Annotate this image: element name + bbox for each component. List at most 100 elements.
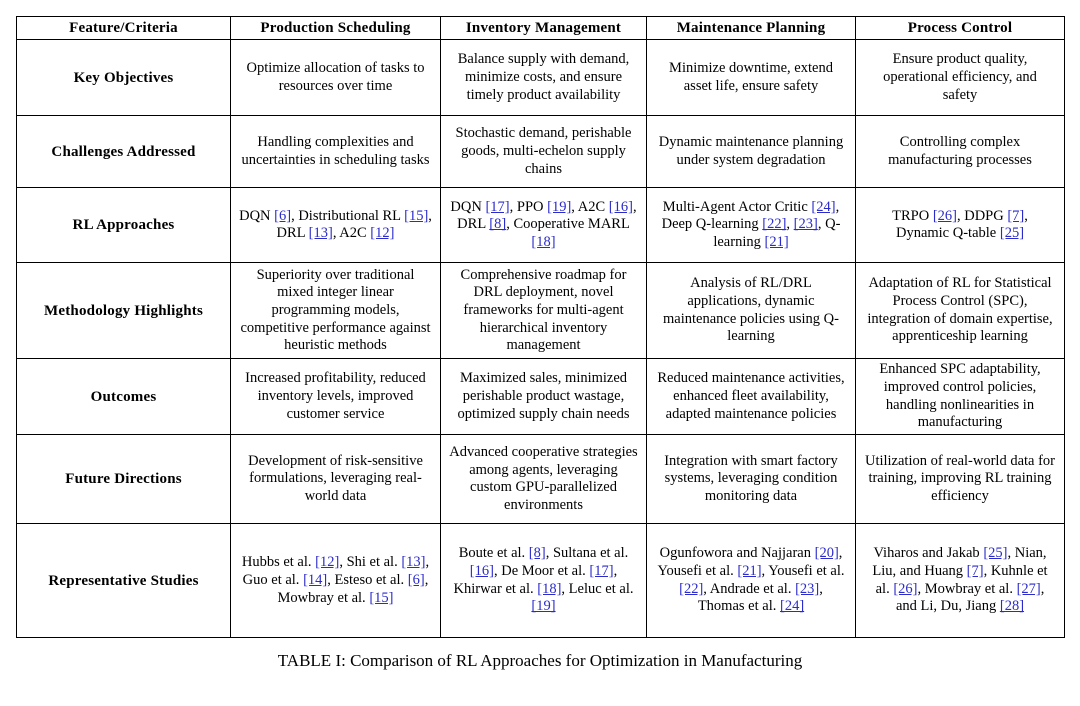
citation-link[interactable]: [18]: [531, 234, 556, 251]
table-cell: Stochastic demand, perishable goods, mul…: [440, 115, 647, 189]
citation-link[interactable]: [17]: [589, 563, 614, 580]
cell-text: , Guo et al.: [242, 554, 430, 588]
table-cell: Optimize allocation of tasks to resource…: [230, 39, 441, 117]
citation-link[interactable]: [28]: [999, 598, 1025, 615]
cell-text: , DRL: [276, 207, 432, 242]
table-row: Future Directions Development of risk-sen…: [16, 434, 1065, 525]
table-cell: Enhanced SPC adaptability, improved cont…: [855, 358, 1065, 436]
row-header: Outcomes: [16, 358, 231, 436]
cell-text: Controlling complex manufacturing proces…: [888, 134, 1032, 168]
cell-text: Utilization of real-world data for train…: [864, 452, 1056, 505]
column-header: Feature/Criteria: [16, 15, 231, 41]
cell-text: , Distributional RL: [291, 207, 405, 224]
citation-link[interactable]: [21]: [737, 563, 762, 580]
cell-text: Superiority over traditional mixed integ…: [240, 266, 431, 354]
cell-text: Maximized sales, minimized perishable pr…: [457, 370, 630, 422]
comparison-table: Feature/Criteria Production Scheduling Inv…: [16, 15, 1065, 639]
table-caption: TABLE I: Comparison of RL Approaches for…: [277, 651, 803, 671]
citation-link[interactable]: [22]: [679, 580, 704, 597]
column-header: Maintenance Planning: [646, 15, 856, 41]
cell-text: , Mowbray et al.: [917, 580, 1017, 597]
citation-link[interactable]: [15]: [369, 589, 394, 606]
citation-link[interactable]: [19]: [547, 198, 572, 215]
cell-text: , DRL: [457, 198, 637, 233]
table-row: Challenges Addressed Handling complexitie…: [16, 115, 1065, 189]
citation-link[interactable]: [13]: [308, 225, 333, 242]
cell-text: , De Moor et al.: [493, 563, 590, 580]
table-cell: Analysis of RL/DRL applications, dynamic…: [646, 262, 856, 360]
table-cell: Hubbs et al. [12], Shi et al. [13], Guo …: [230, 523, 441, 639]
table-cell: Superiority over traditional mixed integ…: [230, 262, 441, 360]
cell-text: , Khirwar et al.: [453, 563, 618, 597]
cell-text: , Kuhnle et al.: [875, 563, 1048, 597]
row-header: RL Approaches: [16, 187, 231, 264]
table-cell: Viharos and Jakab [25], Nian, Liu, and H…: [855, 523, 1065, 639]
citation-link[interactable]: [27]: [1016, 580, 1041, 597]
cell-text: , Yousefi et al.: [761, 563, 845, 580]
table-cell: Increased profitability, reduced invento…: [230, 358, 441, 436]
cell-text: , and Li, Du, Jiang: [895, 580, 1045, 615]
cell-text: ,: [786, 216, 794, 233]
citation-link[interactable]: [16]: [608, 198, 633, 215]
cell-text: Integration with smart factory systems, …: [664, 452, 838, 505]
citation-link[interactable]: [22]: [762, 216, 787, 233]
cell-text: , A2C: [571, 198, 609, 215]
cell-text: DQN: [450, 198, 486, 215]
cell-text: , Nian, Liu, and Huang: [872, 545, 1047, 580]
cell-text: , Q-learning: [713, 216, 841, 251]
table-cell: Ogunfowora and Najjaran [20], Yousefi et…: [646, 523, 856, 639]
citation-link[interactable]: [8]: [489, 216, 507, 233]
cell-text: Multi-Agent Actor Critic: [662, 198, 812, 215]
cell-text: Increased profitability, reduced invento…: [245, 370, 426, 422]
citation-link[interactable]: [6]: [274, 207, 292, 224]
cell-text: , Dynamic Q-table: [895, 207, 1028, 242]
cell-text: , Cooperative MARL: [506, 216, 630, 233]
cell-text: , Leluc et al.: [561, 580, 634, 597]
cell-text: Advanced cooperative strategies among ag…: [449, 443, 638, 513]
table-cell: Development of risk-sensitive formulatio…: [230, 434, 441, 525]
citation-link[interactable]: [21]: [764, 234, 789, 251]
citation-link[interactable]: [25]: [983, 545, 1008, 562]
cell-text: DQN: [239, 207, 275, 224]
cell-text: , Yousefi et al.: [657, 545, 843, 580]
citation-link[interactable]: [8]: [528, 545, 546, 562]
citation-link[interactable]: [7]: [966, 563, 984, 580]
table-cell: Utilization of real-world data for train…: [855, 434, 1065, 525]
table-cell: Handling complexities and uncertainties …: [230, 115, 441, 189]
cell-text: , Mowbray et al.: [277, 571, 429, 606]
citation-link[interactable]: [25]: [999, 225, 1025, 242]
citation-link[interactable]: [7]: [1007, 207, 1025, 224]
table-row: Representative Studies Hubbs et al. [12],…: [16, 523, 1065, 639]
citation-link[interactable]: [19]: [531, 598, 556, 615]
citation-link[interactable]: [12]: [370, 225, 395, 242]
table-row: Outcomes Increased profitability, reduced…: [16, 358, 1065, 436]
citation-link[interactable]: [23]: [793, 216, 818, 233]
citation-link[interactable]: [13]: [401, 554, 426, 571]
citation-link[interactable]: [26]: [932, 207, 957, 224]
table-cell: Minimize downtime, extend asset life, en…: [646, 39, 856, 117]
citation-link[interactable]: [6]: [407, 571, 425, 588]
citation-link[interactable]: [14]: [303, 571, 328, 588]
table-cell: TRPO [26], DDPG [7], Dynamic Q-table [25…: [855, 187, 1065, 264]
citation-link[interactable]: [16]: [469, 563, 494, 580]
table-cell: Integration with smart factory systems, …: [646, 434, 856, 525]
citation-link[interactable]: [12]: [315, 554, 340, 571]
header-row: Feature/Criteria Production Scheduling Inv…: [16, 15, 1065, 41]
citation-link[interactable]: [15]: [404, 207, 429, 224]
citation-link[interactable]: [23]: [795, 580, 820, 597]
cell-text: TRPO: [892, 207, 933, 224]
citation-link[interactable]: [24]: [779, 598, 805, 615]
table-cell: Comprehensive roadmap for DRL deployment…: [440, 262, 647, 360]
citation-link[interactable]: [26]: [893, 580, 918, 597]
column-header: Inventory Management: [440, 15, 647, 41]
citation-link[interactable]: [20]: [814, 545, 839, 562]
citation-link[interactable]: [24]: [811, 198, 836, 215]
cell-text: Development of risk-sensitive formulatio…: [248, 452, 423, 505]
citation-link[interactable]: [18]: [537, 580, 562, 597]
table-body: Key Objectives Optimize allocation of tas…: [16, 39, 1065, 639]
cell-text: , A2C: [332, 225, 371, 242]
citation-link[interactable]: [17]: [485, 198, 510, 215]
cell-text: , DDPG: [956, 207, 1008, 224]
cell-text: , Andrade et al.: [703, 580, 796, 597]
cell-text: Ensure product quality, operational effi…: [883, 51, 1037, 103]
